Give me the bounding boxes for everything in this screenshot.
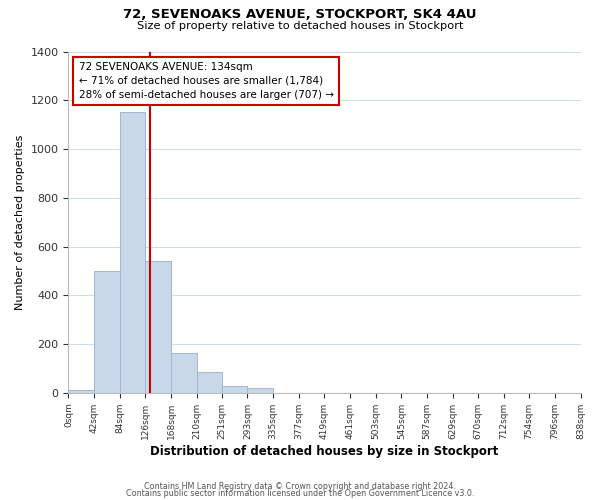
Y-axis label: Number of detached properties: Number of detached properties [15,134,25,310]
Bar [247,388,273,393]
Text: 72, SEVENOAKS AVENUE, STOCKPORT, SK4 4AU: 72, SEVENOAKS AVENUE, STOCKPORT, SK4 4AU [123,8,477,20]
Bar [120,112,145,393]
Bar [145,261,171,393]
X-axis label: Distribution of detached houses by size in Stockport: Distribution of detached houses by size … [150,444,499,458]
Text: Size of property relative to detached houses in Stockport: Size of property relative to detached ho… [137,21,463,31]
Bar [94,271,120,393]
Text: Contains public sector information licensed under the Open Government Licence v3: Contains public sector information licen… [126,489,474,498]
Text: Contains HM Land Registry data © Crown copyright and database right 2024.: Contains HM Land Registry data © Crown c… [144,482,456,491]
Bar [197,372,222,393]
Bar [171,352,197,393]
Text: 72 SEVENOAKS AVENUE: 134sqm
← 71% of detached houses are smaller (1,784)
28% of : 72 SEVENOAKS AVENUE: 134sqm ← 71% of det… [79,62,334,100]
Bar [222,386,247,393]
Bar [68,390,94,393]
